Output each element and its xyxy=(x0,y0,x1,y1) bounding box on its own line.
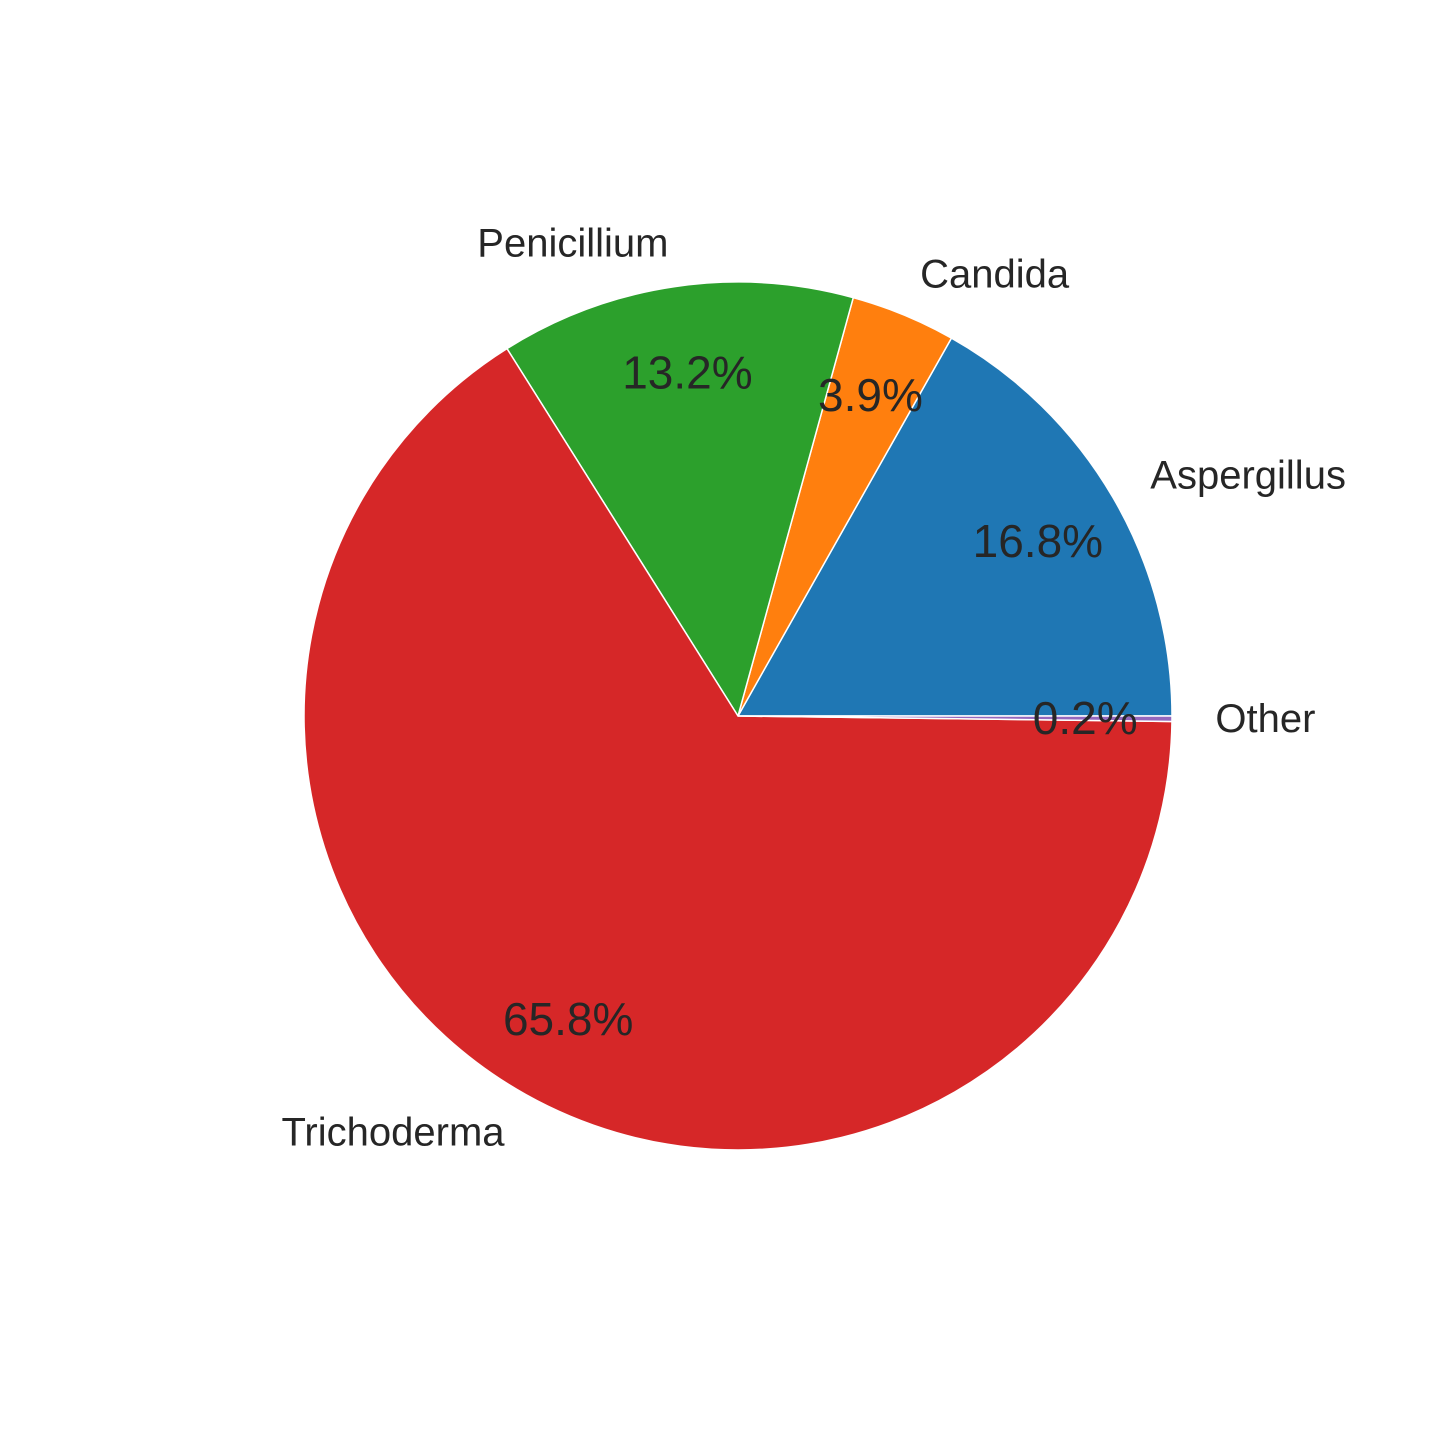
slice-label-candida: Candida xyxy=(920,253,1070,297)
slice-label-trichoderma: Trichoderma xyxy=(281,1110,505,1154)
pie-slice-aspergillus xyxy=(737,337,1173,717)
slice-label-aspergillus: Aspergillus xyxy=(1150,453,1346,497)
slice-percent-trichoderma: 65.8% xyxy=(503,993,633,1045)
labels-layer: Aspergillus 16.8% Candida 3.9% Penicillium 13… xyxy=(281,222,1345,1155)
slice-percent-candida: 3.9% xyxy=(818,369,923,421)
pie-slice-penicillium xyxy=(506,281,855,717)
slice-percent-penicillium: 13.2% xyxy=(622,347,752,399)
pie-slice-other xyxy=(737,715,1173,723)
slices-layer xyxy=(303,281,1173,1151)
slice-percent-aspergillus: 16.8% xyxy=(973,515,1103,567)
pie-slice-trichoderma xyxy=(303,347,1173,1151)
slice-label-other: Other xyxy=(1215,697,1315,741)
slice-percent-other: 0.2% xyxy=(1033,692,1138,744)
slice-label-penicillium: Penicillium xyxy=(477,222,668,266)
